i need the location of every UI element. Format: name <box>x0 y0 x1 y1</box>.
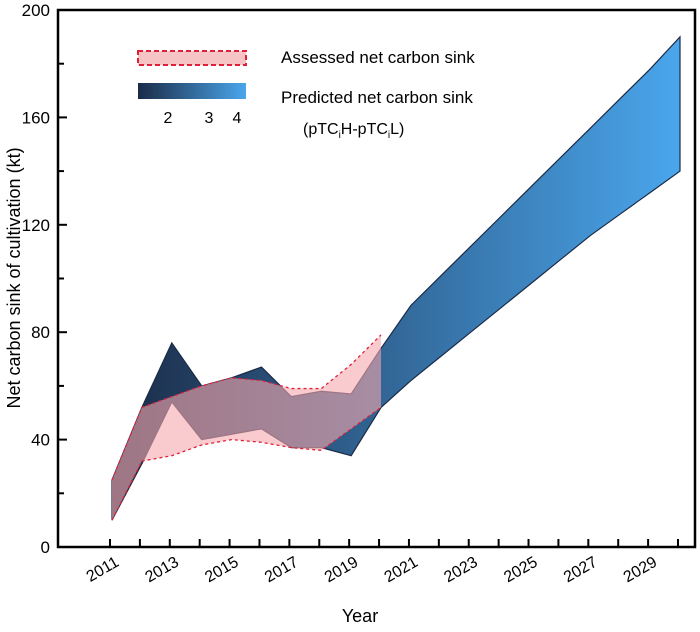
x-tick-label: 2019 <box>322 554 361 587</box>
assessed-band <box>112 334 382 521</box>
legend-swatch-assessed <box>137 50 247 66</box>
legend: Assessed net carbon sink Predicted net c… <box>137 48 475 141</box>
colorbar-tick: 2 <box>164 110 173 127</box>
colorbar-label: (pTCiH-pTCiL) <box>303 121 404 141</box>
x-tick-label: 2029 <box>621 554 660 587</box>
x-tick-label: 2013 <box>142 554 181 587</box>
legend-label-predicted: Predicted net carbon sink <box>281 88 473 107</box>
y-axis-label: Net carbon sink of cultivation (kt) <box>4 147 24 408</box>
colorbar-tick: 4 <box>233 110 242 127</box>
y-tick-label: 0 <box>41 538 50 557</box>
x-axis-label: Year <box>342 606 378 626</box>
predicted-band <box>111 35 681 521</box>
y-tick-label: 120 <box>22 216 50 235</box>
y-tick-label: 200 <box>22 1 50 20</box>
y-tick-label: 160 <box>22 108 50 127</box>
x-tick-label: 2017 <box>262 554 301 587</box>
x-tick-label: 2027 <box>561 554 600 587</box>
x-tick-label: 2015 <box>202 554 241 587</box>
x-tick-label: 2025 <box>501 554 540 587</box>
legend-label-assessed: Assessed net carbon sink <box>281 48 475 67</box>
y-tick-label: 80 <box>31 323 50 342</box>
bands <box>111 35 681 521</box>
colorbar-tick: 3 <box>205 110 214 127</box>
x-tick-label: 2011 <box>84 554 122 586</box>
assessed-upper-edge <box>111 334 382 481</box>
colorbar <box>138 83 246 99</box>
x-tick-label: 2023 <box>441 554 480 587</box>
x-tick-label: 2021 <box>382 554 421 587</box>
y-tick-label: 40 <box>31 431 50 450</box>
